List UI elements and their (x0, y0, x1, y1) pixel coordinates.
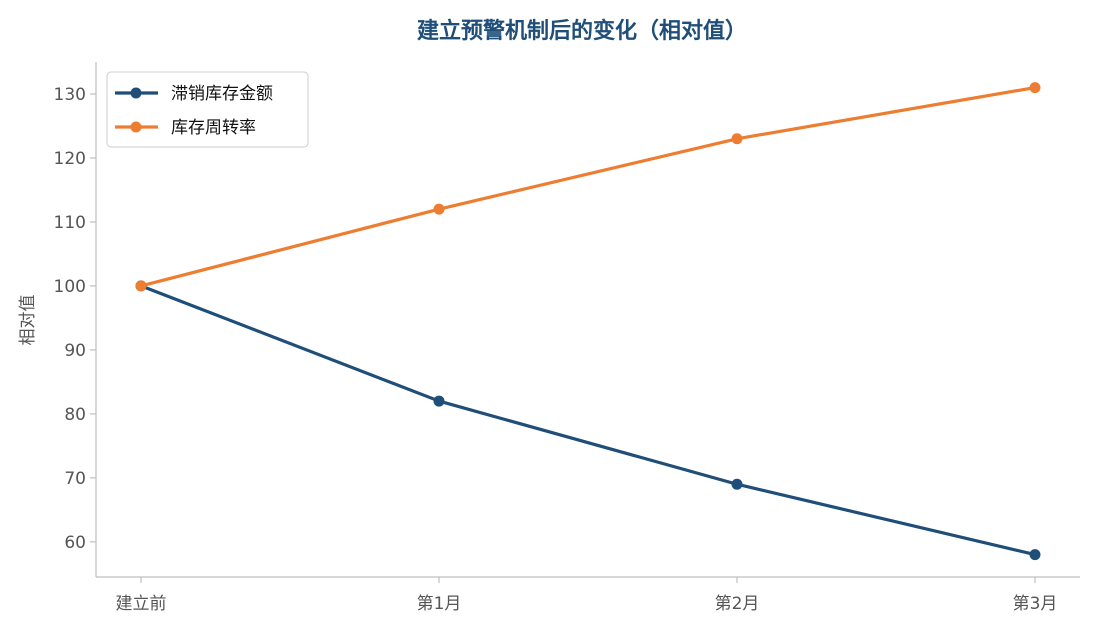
y-tick-label: 80 (64, 405, 86, 425)
series-1 (135, 280, 1041, 561)
data-point (135, 280, 147, 292)
series-layer (135, 82, 1041, 561)
data-point (1029, 549, 1041, 561)
chart-title: 建立预警机制后的变化（相对值） (417, 18, 747, 44)
data-point (731, 133, 743, 145)
y-tick-label: 100 (54, 277, 86, 297)
y-tick-label: 120 (54, 149, 86, 169)
y-tick-label: 90 (64, 341, 86, 361)
data-point (433, 395, 445, 407)
x-tick-label: 建立前 (116, 594, 167, 614)
series-line (140, 284, 1036, 557)
legend-label: 库存周转率 (171, 118, 256, 138)
series-2 (135, 82, 1041, 292)
axes: 60 70 80 90 100 110 120 130 建立前 第1月 第2月 第3月 (54, 62, 1080, 614)
y-axis-label: 相对值 (18, 295, 38, 346)
y-tick-label: 70 (64, 469, 86, 489)
x-tick-label: 第3月 (1013, 594, 1058, 614)
data-point (731, 478, 743, 490)
data-point (433, 203, 445, 215)
y-tick-label: 130 (54, 85, 86, 105)
x-tick-label: 第2月 (715, 594, 760, 614)
legend-marker (130, 87, 142, 99)
x-tick-label: 第1月 (417, 594, 462, 614)
legend-marker (130, 121, 142, 133)
y-tick-label: 60 (64, 533, 86, 553)
data-point (1029, 82, 1041, 94)
y-tick-label: 110 (54, 213, 86, 233)
legend-label: 滞销库存金额 (171, 84, 273, 104)
series-line (140, 86, 1036, 288)
